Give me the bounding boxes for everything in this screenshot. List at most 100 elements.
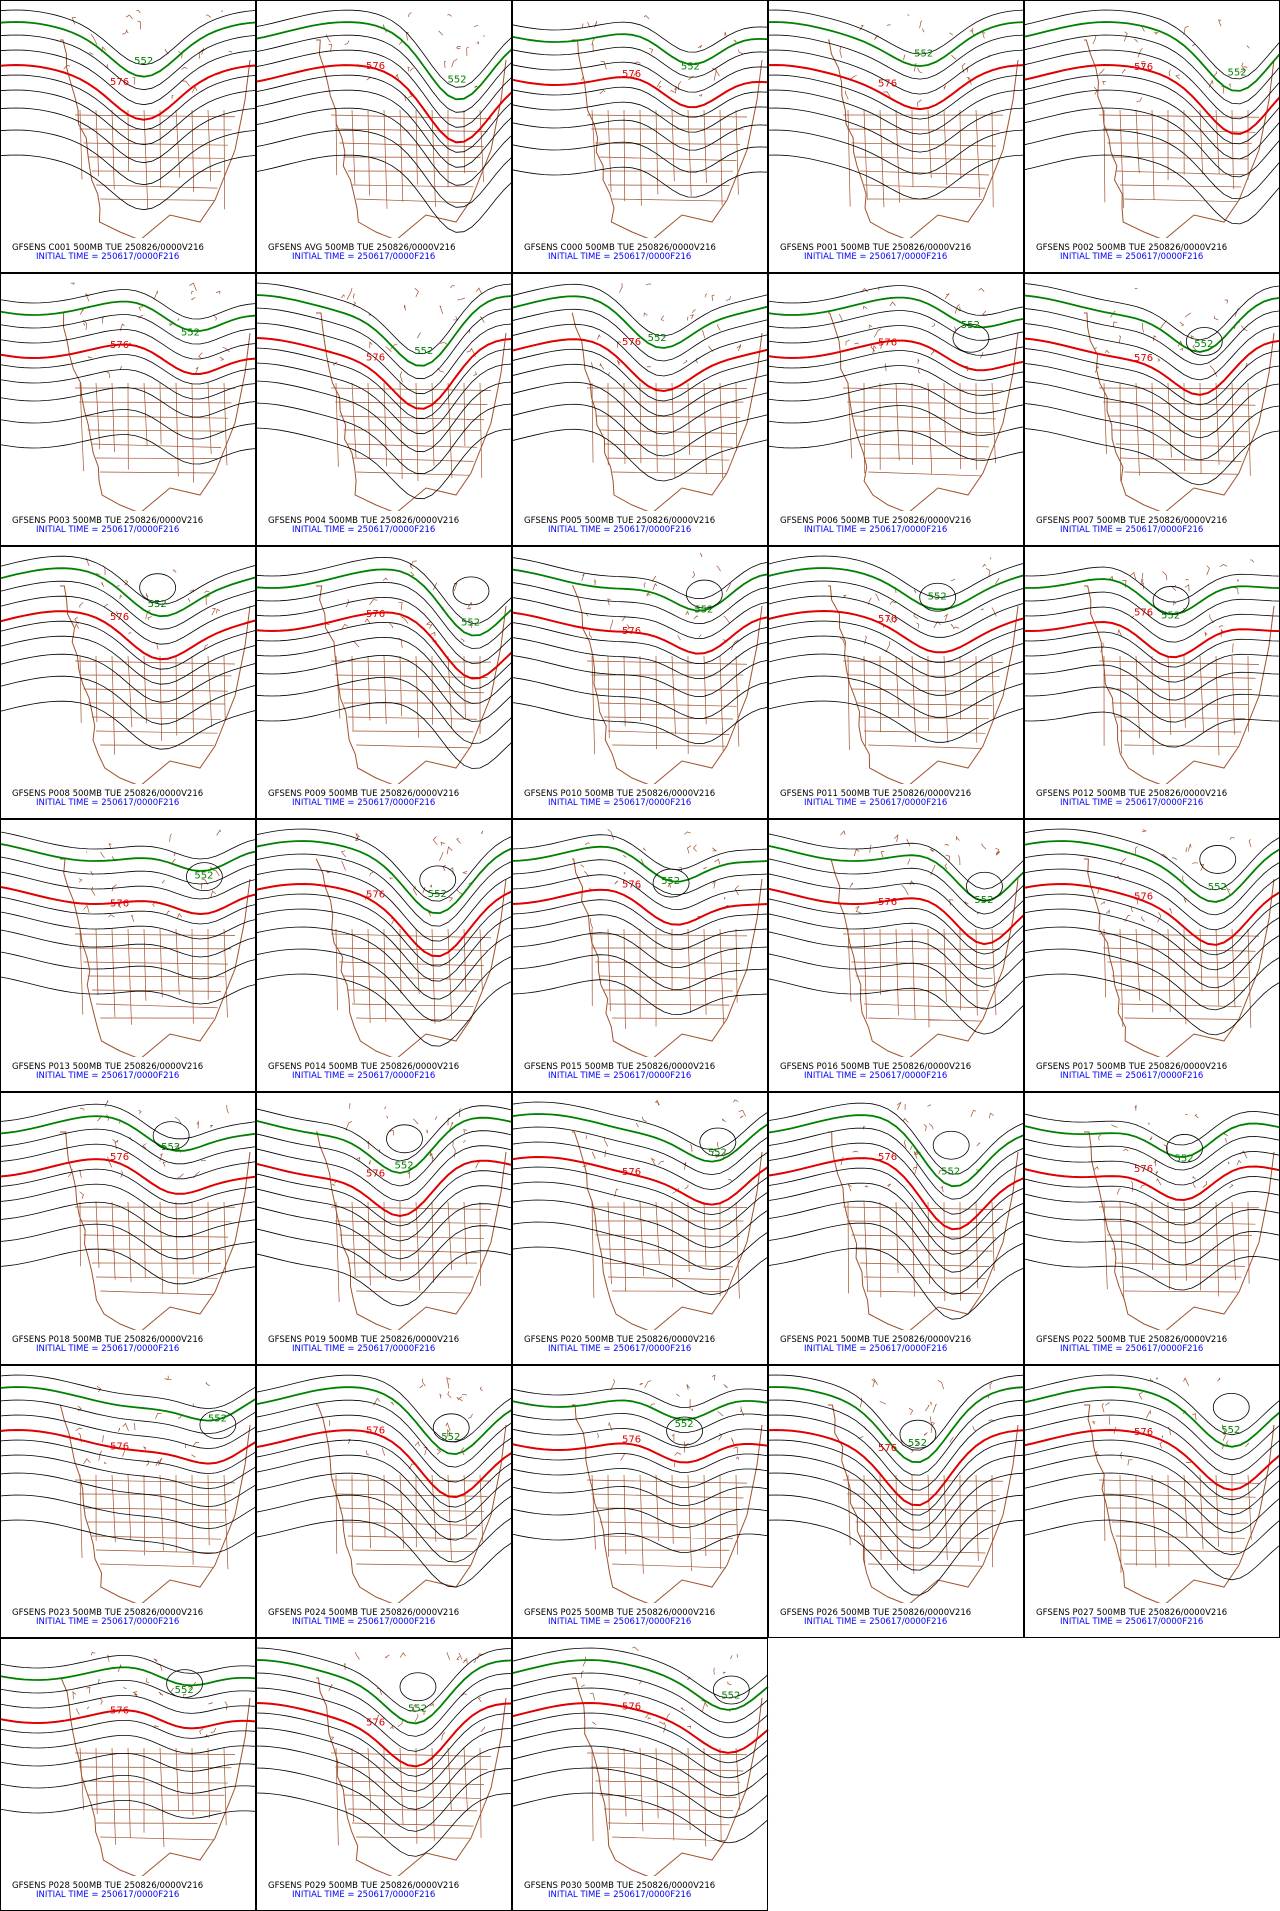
height-contour: [1023, 853, 1280, 916]
height-contour: [255, 9, 513, 88]
height-contour: [511, 1126, 769, 1176]
height-contour: [0, 49, 257, 106]
contour-552: [255, 840, 513, 915]
contour-552: [0, 843, 257, 872]
panel-border: [0, 1092, 256, 1365]
panel-border: [768, 1365, 1024, 1638]
initial-time: INITIAL TIME = 250617/0000F216: [548, 525, 691, 535]
coastline: [60, 39, 251, 241]
height-contour: [255, 362, 513, 435]
coastline: [571, 312, 763, 514]
height-contour: [0, 675, 257, 725]
height-contour: [255, 154, 513, 233]
panel-caption: GFSENS C000 500MB TUE 250826/0000V216: [524, 243, 716, 253]
height-contour: [255, 973, 513, 1047]
contour-552: [255, 1659, 513, 1725]
initial-time: INITIAL TIME = 250617/0000F216: [804, 798, 947, 808]
contour-576: [767, 1157, 1025, 1231]
contour-label: 552: [428, 889, 447, 900]
height-contour: [767, 555, 1025, 598]
height-contour: [511, 1427, 769, 1448]
borders: [586, 1374, 748, 1574]
height-contour: [511, 363, 769, 417]
contour-label: 576: [1134, 892, 1153, 903]
height-contour: [255, 1185, 513, 1242]
contour-576: [1023, 63, 1280, 135]
map-panel: 576 552 GFSENS P020 500MB TUE 250826/0000V…: [511, 1092, 769, 1365]
borders: [1092, 19, 1260, 209]
contour-label: 552: [447, 75, 466, 86]
contour-552: [1023, 1386, 1280, 1448]
height-contour: [767, 1454, 1025, 1531]
borders: [839, 14, 1004, 208]
initial-time: INITIAL TIME = 250617/0000F216: [292, 252, 435, 262]
panel-caption: GFSENS P026 500MB TUE 250826/0000V216: [780, 1608, 971, 1618]
height-contour: [1023, 74, 1280, 145]
contour-552: [255, 294, 513, 367]
map-panel: 576 552 GFSENS P009 500MB TUE 250826/0000V…: [255, 546, 513, 819]
height-contour: [511, 954, 769, 991]
coastline: [828, 1404, 1019, 1606]
height-contour: [511, 1199, 769, 1249]
contour-label: 552: [928, 591, 947, 602]
height-contour: [1023, 1256, 1280, 1291]
panel-caption-bg: [1024, 1057, 1280, 1081]
panel-caption: GFSENS P027 500MB TUE 250826/0000V216: [1036, 1608, 1227, 1618]
height-contour: [255, 1712, 513, 1777]
initial-time: INITIAL TIME = 250617/0000F216: [36, 1071, 179, 1081]
height-contour: [1023, 89, 1280, 160]
low-center: [666, 1416, 703, 1446]
height-contour: [1023, 1472, 1280, 1534]
map-panel: 576 552 GFSENS P019 500MB TUE 250826/0000V…: [255, 1092, 513, 1365]
height-contour: [1023, 1494, 1280, 1556]
panel-caption-bg: [512, 511, 768, 535]
height-contour: [1023, 1399, 1280, 1461]
map-panel: 576 552 GFSENS AVG 500MB TUE 250826/0000V2…: [255, 0, 513, 273]
borders: [580, 15, 748, 206]
contour-552: [511, 1113, 769, 1163]
height-contour: [1023, 908, 1280, 971]
height-contour: [1023, 308, 1280, 366]
height-contour: [0, 871, 257, 900]
height-contour: [511, 1767, 769, 1819]
height-contour: [0, 409, 257, 440]
height-contour: [1023, 381, 1280, 439]
height-contour: [767, 1127, 1025, 1200]
contour-576: [255, 1429, 513, 1499]
height-contour: [1023, 403, 1280, 461]
low-center: [952, 323, 990, 353]
height-contour: [1023, 1374, 1280, 1436]
height-contour: [255, 926, 513, 1000]
panel-caption-bg: [768, 1330, 1024, 1354]
panel-border: [1024, 273, 1280, 546]
height-contour: [0, 580, 257, 630]
coastline: [572, 39, 763, 241]
initial-time: INITIAL TIME = 250617/0000F216: [804, 1071, 947, 1081]
height-contour: [0, 1168, 257, 1205]
height-contour: [511, 622, 769, 665]
panel-caption: GFSENS P030 500MB TUE 250826/0000V216: [524, 1881, 715, 1891]
low-center: [152, 1121, 190, 1151]
low-center: [685, 579, 723, 609]
height-contour: [255, 1745, 513, 1810]
height-contour: [511, 1727, 769, 1779]
height-contour: [0, 289, 257, 320]
height-contour: [0, 635, 257, 685]
coastline: [316, 585, 507, 787]
height-contour: [0, 1735, 257, 1754]
height-contour: [767, 1494, 1025, 1571]
initial-time: INITIAL TIME = 250617/0000F216: [548, 1617, 691, 1627]
coastline: [1084, 1404, 1275, 1606]
contour-576: [0, 63, 257, 121]
height-contour: [767, 1200, 1025, 1273]
contour-label: 576: [1134, 1427, 1153, 1438]
panel-caption: GFSENS P011 500MB TUE 250826/0000V216: [780, 789, 971, 799]
height-contour: [0, 1800, 257, 1819]
initial-time: INITIAL TIME = 250617/0000F216: [804, 525, 947, 535]
borders: [67, 1099, 236, 1296]
map-panel: 576 552 GFSENS P017 500MB TUE 250826/0000V…: [1023, 819, 1280, 1092]
borders: [586, 283, 748, 478]
panel-caption-bg: [256, 1876, 512, 1900]
contour-label: 576: [110, 898, 129, 909]
height-contour: [255, 581, 513, 649]
